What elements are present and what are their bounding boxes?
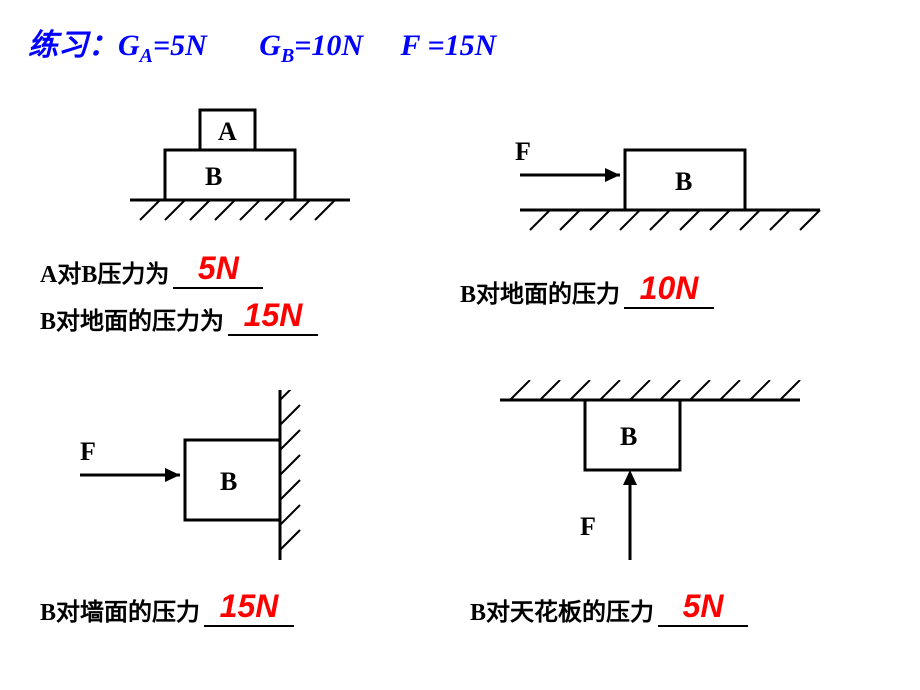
- label-force-bl: F: [80, 437, 96, 466]
- answer-b-on-ground-1: 15N: [244, 297, 303, 333]
- question-b-on-ceiling: B对天花板的压力: [470, 600, 654, 626]
- panel-bottom-right: B F B对天花板的压力 5N: [470, 380, 890, 627]
- label-block-b: B: [205, 162, 222, 191]
- label-block-b-br: B: [620, 422, 637, 451]
- label-force-tr: F: [515, 137, 531, 166]
- diagram-horizontal-push: B F: [460, 120, 860, 240]
- answer-b-on-wall: 15N: [220, 588, 279, 624]
- diagram-stacked-blocks: B A: [40, 100, 360, 240]
- question-b-on-ground-2: B对地面的压力: [460, 282, 620, 308]
- panel-top-right: B F B对地面的压力 10N: [460, 120, 890, 309]
- label-block-b-tr: B: [675, 167, 692, 196]
- label-block-a: A: [218, 117, 237, 146]
- question-b-on-ground-1: B对地面的压力为: [40, 309, 224, 335]
- diagram-wall-push: B F: [40, 390, 390, 580]
- question-a-on-b: A对B压力为: [40, 262, 169, 288]
- question-b-on-wall: B对墙面的压力: [40, 600, 200, 626]
- label-force-br: F: [580, 512, 596, 541]
- panel-top-left: B A A对B压力为 5N B对地面的压力为 15N: [40, 100, 440, 336]
- label-block-b-bl: B: [220, 467, 237, 496]
- answer-b-on-ground-2: 10N: [640, 270, 699, 306]
- answer-a-on-b: 5N: [198, 250, 239, 286]
- header-text: 练习：GA=5N GB=10N F =15N: [28, 29, 496, 62]
- panel-bottom-left: B F B对墙面的压力 15N: [40, 390, 440, 627]
- diagram-ceiling: B F: [470, 380, 850, 580]
- answer-b-on-ceiling: 5N: [683, 588, 724, 624]
- problem-header: 练习：GA=5N GB=10N F =15N: [28, 20, 496, 68]
